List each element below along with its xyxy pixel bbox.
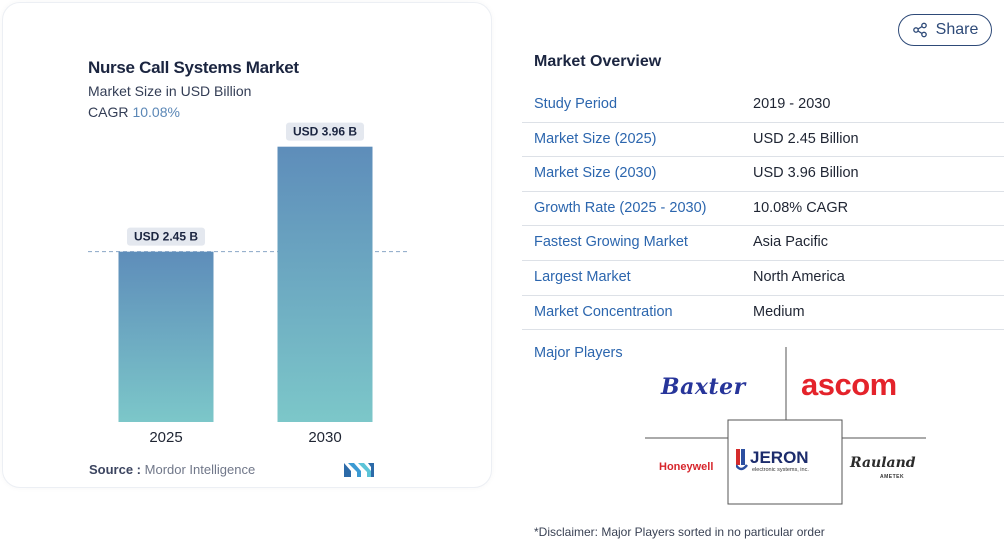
overview-key: Market Concentration (534, 303, 673, 320)
share-button[interactable]: Share (898, 14, 992, 46)
overview-row: Study Period 2019 - 2030 (522, 88, 1004, 123)
overview-value: North America (753, 268, 845, 285)
overview-value: Medium (753, 303, 805, 320)
overview-key: Largest Market (534, 268, 631, 285)
disclaimer: *Disclaimer: Major Players sorted in no … (534, 525, 825, 539)
data-label: USD 3.96 B (293, 125, 357, 139)
ascom-logo: ascom (801, 367, 897, 402)
source-label: Source : (89, 462, 142, 477)
baxter-logo: Baxter (661, 374, 746, 400)
overview-title: Market Overview (534, 53, 662, 70)
bar-chart: USD 2.45 B 2025 USD 3.96 B 2030 (88, 122, 408, 446)
data-label-bg (286, 122, 364, 141)
cagr-label: CAGR (88, 104, 129, 120)
overview-row: Fastest Growing Market Asia Pacific (522, 226, 1004, 261)
x-tick-label: 2025 (149, 429, 182, 446)
overview-value: 2019 - 2030 (753, 96, 831, 112)
share-label: Share (935, 21, 979, 38)
ametek-label: AMETEK (880, 474, 905, 480)
chart-title: Nurse Call Systems Market (88, 58, 299, 77)
rauland-logo: Rauland (850, 455, 916, 471)
x-tick-label: 2030 (308, 429, 341, 446)
bar-2025 (118, 251, 214, 422)
chart-subtitle: Market Size in USD Billion (88, 83, 252, 99)
overview-row: Market Concentration Medium (522, 296, 1004, 331)
jeron-wordmark: JERON (750, 449, 809, 467)
share-icon (912, 22, 927, 38)
overview-row: Growth Rate (2025 - 2030) 10.08% CAGR (522, 192, 1004, 227)
overview-key: Market Size (2025) (534, 130, 657, 147)
overview-row: Market Size (2025) USD 2.45 Billion (522, 123, 1004, 158)
overview-value: USD 2.45 Billion (753, 130, 859, 147)
overview-key: Fastest Growing Market (534, 234, 688, 251)
chart-card (2, 2, 492, 488)
honeywell-logo: Honeywell (659, 461, 714, 473)
overview-key: Study Period (534, 96, 618, 112)
overview-row: Largest Market North America (522, 261, 1004, 296)
bar-2030 (277, 146, 373, 422)
jeron-logo: JERON electronic systems, inc. (734, 448, 834, 478)
overview-row: Market Size (2030) USD 3.96 Billion (522, 157, 1004, 192)
overview-key: Growth Rate (2025 - 2030) (534, 199, 707, 216)
overview-value: 10.08% CAGR (753, 199, 849, 216)
data-label-bg (127, 227, 205, 246)
major-players-label: Major Players (534, 345, 623, 361)
overview-key: Market Size (2030) (534, 165, 657, 182)
mordor-logo-icon (344, 463, 374, 477)
data-label: USD 2.45 B (134, 230, 198, 244)
cagr-value: 10.08% (132, 104, 180, 120)
jeron-subtitle: electronic systems, inc. (752, 467, 809, 473)
overview-value: Asia Pacific (753, 234, 828, 251)
overview-table: Study Period 2019 - 2030 Market Size (20… (522, 88, 1004, 331)
source-text: Mordor Intelligence (144, 462, 256, 477)
source-line: Source : Mordor Intelligence (89, 462, 255, 477)
overview-value: USD 3.96 Billion (753, 165, 859, 182)
cagr-line: CAGR 10.08% (88, 104, 180, 120)
